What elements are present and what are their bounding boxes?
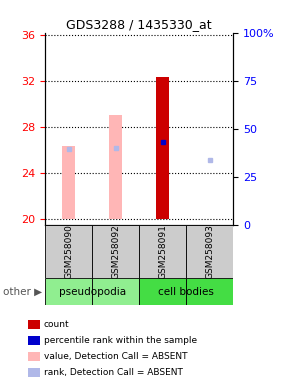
- Bar: [28, 368, 40, 377]
- Bar: [28, 320, 40, 329]
- Bar: [186, 225, 233, 278]
- Bar: [45, 225, 92, 278]
- Title: GDS3288 / 1435330_at: GDS3288 / 1435330_at: [66, 18, 212, 31]
- Bar: [28, 336, 40, 344]
- Bar: [92, 225, 139, 278]
- Text: other ▶: other ▶: [3, 287, 43, 297]
- Bar: [139, 278, 186, 305]
- Text: GSM258093: GSM258093: [205, 224, 214, 279]
- Text: pseudopodia: pseudopodia: [59, 287, 126, 297]
- Text: count: count: [44, 319, 70, 329]
- Bar: [139, 225, 186, 278]
- Text: GSM258091: GSM258091: [158, 224, 167, 279]
- Text: cell bodies: cell bodies: [158, 287, 214, 297]
- Text: value, Detection Call = ABSENT: value, Detection Call = ABSENT: [44, 352, 187, 361]
- Bar: [28, 352, 40, 361]
- Bar: [62, 146, 75, 219]
- Bar: [186, 278, 233, 305]
- Bar: [92, 278, 139, 305]
- Text: rank, Detection Call = ABSENT: rank, Detection Call = ABSENT: [44, 368, 183, 377]
- Bar: [156, 78, 169, 219]
- Text: GSM258092: GSM258092: [111, 224, 120, 279]
- Bar: [109, 116, 122, 219]
- Bar: [45, 278, 92, 305]
- Text: percentile rank within the sample: percentile rank within the sample: [44, 336, 197, 345]
- Text: GSM258090: GSM258090: [64, 224, 73, 279]
